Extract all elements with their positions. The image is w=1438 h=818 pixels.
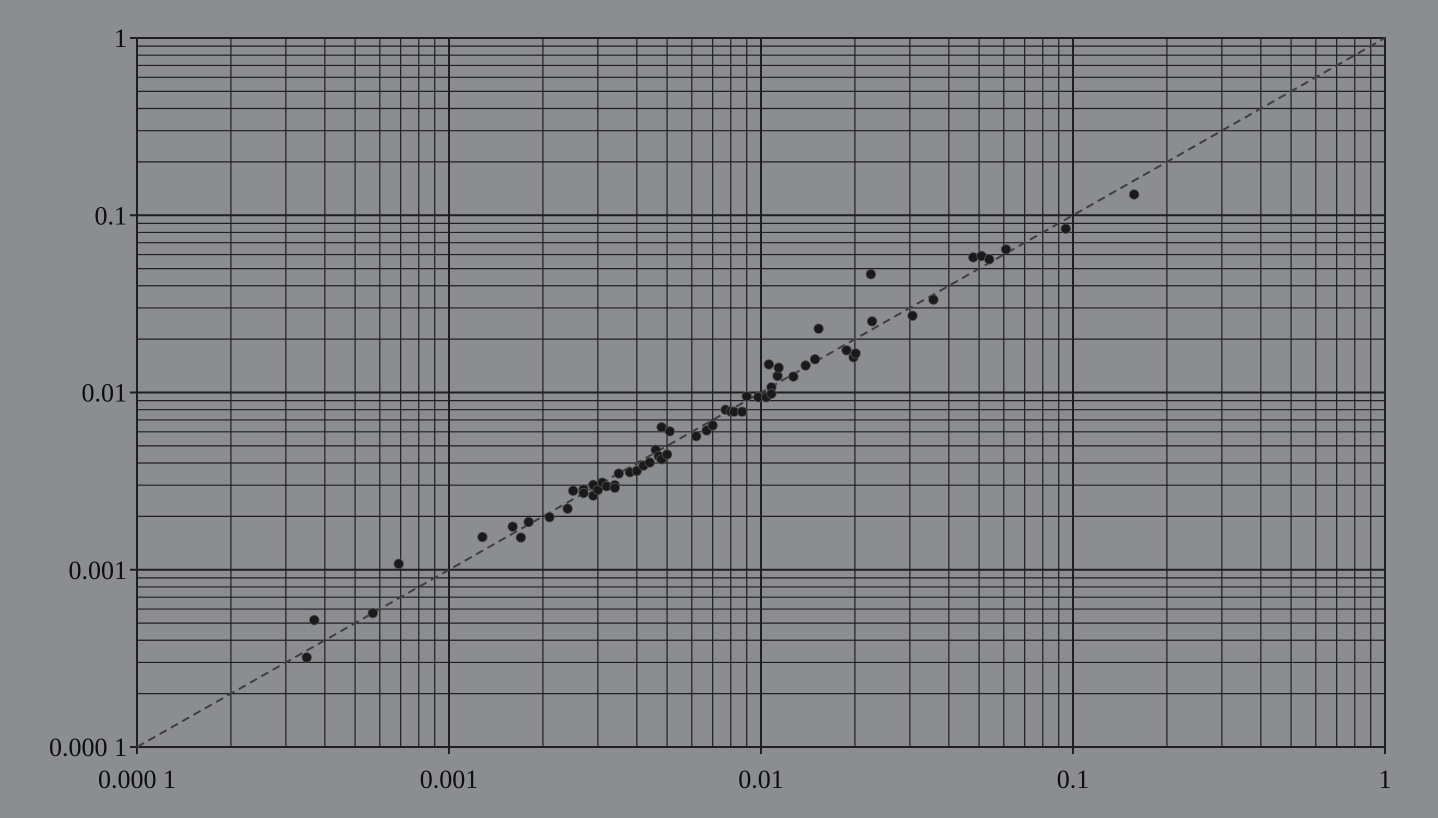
data-point xyxy=(865,268,877,280)
data-point xyxy=(907,310,918,321)
y-tick-label: 0.1 xyxy=(95,201,128,230)
data-point xyxy=(544,511,555,523)
data-point xyxy=(800,360,811,371)
data-point xyxy=(736,406,748,417)
data-point xyxy=(367,607,379,619)
x-tick-label: 0.01 xyxy=(738,765,784,794)
y-axis-ticks: 0.000 1 0.001 0.01 0.1 1 xyxy=(49,24,127,762)
data-point xyxy=(393,558,404,570)
data-point xyxy=(477,531,488,543)
data-point xyxy=(507,521,518,532)
data-point xyxy=(813,323,824,334)
data-point xyxy=(661,449,673,460)
y-tick-label: 0.001 xyxy=(69,556,128,585)
data-point xyxy=(609,482,621,493)
data-point xyxy=(928,294,939,305)
data-point xyxy=(741,391,752,402)
data-point xyxy=(763,359,775,370)
data-point xyxy=(1060,223,1071,234)
x-tick-label: 0.001 xyxy=(420,765,479,794)
data-point xyxy=(707,420,718,431)
reference-line xyxy=(136,37,1386,748)
data-point xyxy=(309,614,320,626)
data-point xyxy=(841,345,852,356)
data-point xyxy=(523,516,534,528)
y-tick-label: 1 xyxy=(114,24,127,53)
y-tick-label: 0.01 xyxy=(82,379,128,408)
data-point xyxy=(567,485,579,496)
x-axis-ticks: 0.000 1 0.001 0.01 0.1 1 xyxy=(98,765,1392,794)
x-tick-label: 0.1 xyxy=(1057,765,1090,794)
data-point xyxy=(850,348,861,359)
data-point xyxy=(578,487,589,499)
data-point xyxy=(766,388,777,399)
reference-line-group xyxy=(136,37,1386,748)
x-tick-label: 0.000 1 xyxy=(98,765,176,794)
data-point xyxy=(515,532,527,543)
data-point xyxy=(613,468,624,479)
data-point xyxy=(773,362,784,373)
data-point xyxy=(1128,189,1140,200)
data-point xyxy=(301,652,312,663)
data-point xyxy=(691,430,702,442)
data-point xyxy=(1000,244,1012,255)
data-points xyxy=(301,189,1140,663)
data-point xyxy=(562,503,573,514)
data-point xyxy=(656,422,667,433)
data-point xyxy=(809,354,821,365)
x-tick-label: 1 xyxy=(1379,765,1392,794)
y-tick-label: 0.000 1 xyxy=(49,733,127,762)
data-point xyxy=(866,316,878,327)
data-point xyxy=(644,457,655,468)
data-point xyxy=(788,371,799,382)
data-point xyxy=(984,254,995,265)
grid xyxy=(130,37,1386,754)
data-point xyxy=(664,426,675,437)
